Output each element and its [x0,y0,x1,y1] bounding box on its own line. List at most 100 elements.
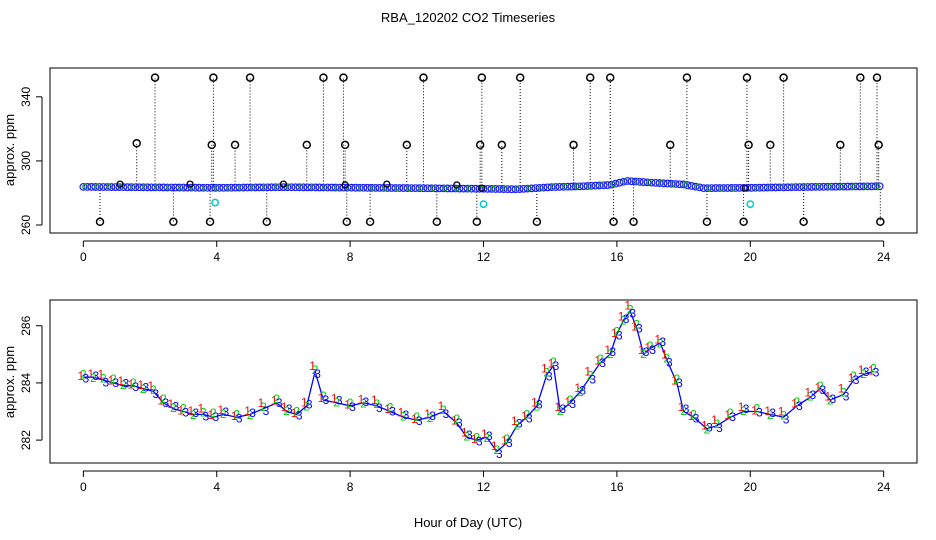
top-ylabel: approx. ppm [2,114,17,186]
baseline-point [407,184,416,193]
baseline-point-green [370,184,377,191]
baseline-point [259,183,268,192]
series-1-marker: 1 [624,299,631,313]
series-2-marker: 2 [373,397,380,411]
series-3-marker: 3 [783,413,790,427]
baseline-point [703,184,712,193]
top-x-tick-label: 8 [347,250,354,264]
series-1-marker: 1 [638,343,645,357]
baseline-point-green [238,184,245,191]
spike-marker [876,217,885,227]
series-1-marker: 1 [309,359,316,373]
series-1-marker: 1 [554,400,561,414]
baseline-point [127,183,136,192]
spike-marker [419,73,428,82]
series-3-marker: 3 [93,369,100,383]
series-1-marker: 1 [584,364,591,378]
bot-y-tick-label: 286 [19,315,33,335]
series-1-marker: 1 [88,367,95,381]
bot-x-tick-label: 24 [877,480,891,494]
series-line [83,310,874,453]
baseline-point [587,181,596,190]
series-1-marker: 1 [438,399,445,413]
baseline-point [391,184,400,192]
baseline-point [143,183,152,192]
baseline-point-green [334,184,341,191]
series-1-marker: 1 [548,356,555,370]
baseline-point-green [250,184,257,191]
series-3-marker: 3 [336,394,343,408]
baseline-point-green [394,185,401,192]
series-3-marker: 3 [376,401,383,415]
series-1-marker: 1 [281,400,288,414]
baseline-point-green [214,184,221,191]
spike-marker [515,73,525,82]
spike-marker [475,140,485,150]
series-3-marker: 3 [683,402,690,416]
baseline-point [311,183,320,192]
series-2-marker: 2 [627,303,634,317]
series-3-marker: 3 [743,402,750,416]
small-marker [383,180,391,188]
series-1-marker: 1 [198,402,205,416]
series-2-marker: 2 [283,404,290,418]
series-2-marker: 2 [320,389,327,403]
baseline-point [655,179,664,187]
series-3-marker: 3 [173,399,180,413]
series-1-marker: 1 [471,432,478,446]
spike-marker [95,217,105,227]
baseline-point [515,185,524,194]
series-1-marker: 1 [158,394,165,408]
baseline-point-green [730,184,737,191]
series-1-marker: 1 [424,407,431,421]
series-3-marker: 3 [756,406,763,420]
series-1-marker: 1 [208,408,215,422]
baseline-point [715,184,724,192]
series-2-marker: 2 [714,417,721,431]
series-2-marker: 2 [587,368,594,382]
baseline-point-green [358,184,365,191]
series-1-marker: 1 [671,374,678,388]
baseline-point [451,184,460,193]
series-2-marker: 2 [657,336,664,350]
series-1-marker: 1 [301,395,308,409]
series-3-marker: 3 [553,359,560,373]
series-3-marker: 3 [143,381,150,395]
series-3-marker: 3 [609,345,616,359]
series-1-marker: 1 [291,406,298,420]
series-2-marker: 2 [293,405,300,419]
series-2-marker: 2 [860,367,867,381]
spike-marker [682,73,692,82]
baseline-point [419,184,428,193]
series-1-marker: 1 [178,403,185,417]
baseline-point [779,183,788,192]
series-1-marker: 1 [481,427,488,441]
baseline-point [91,183,100,191]
baseline-point-green [142,184,149,191]
baseline-point [707,184,716,192]
series-1-marker: 1 [148,379,155,393]
series-2-marker: 2 [303,399,310,413]
baseline-point [535,183,544,192]
baseline-point [427,184,436,193]
baseline-point [755,183,764,192]
series-2-marker: 2 [620,314,627,328]
baseline-point [611,179,620,188]
small-marker [186,180,194,188]
series-3-marker: 3 [649,343,656,357]
series-2-marker: 2 [567,393,574,407]
baseline-point-green [418,185,425,192]
series-2-marker: 2 [180,402,187,416]
series-1-marker: 1 [848,371,855,385]
baseline-point [439,184,448,193]
series-3-marker: 3 [636,322,643,336]
spike-marker [872,73,882,82]
baseline-point [847,182,856,191]
baseline-point-green [838,183,845,190]
baseline-point [763,183,772,192]
cyan-marker [479,200,488,209]
series-1-marker: 1 [858,363,865,377]
bot-x-tick-label: 4 [213,480,220,494]
